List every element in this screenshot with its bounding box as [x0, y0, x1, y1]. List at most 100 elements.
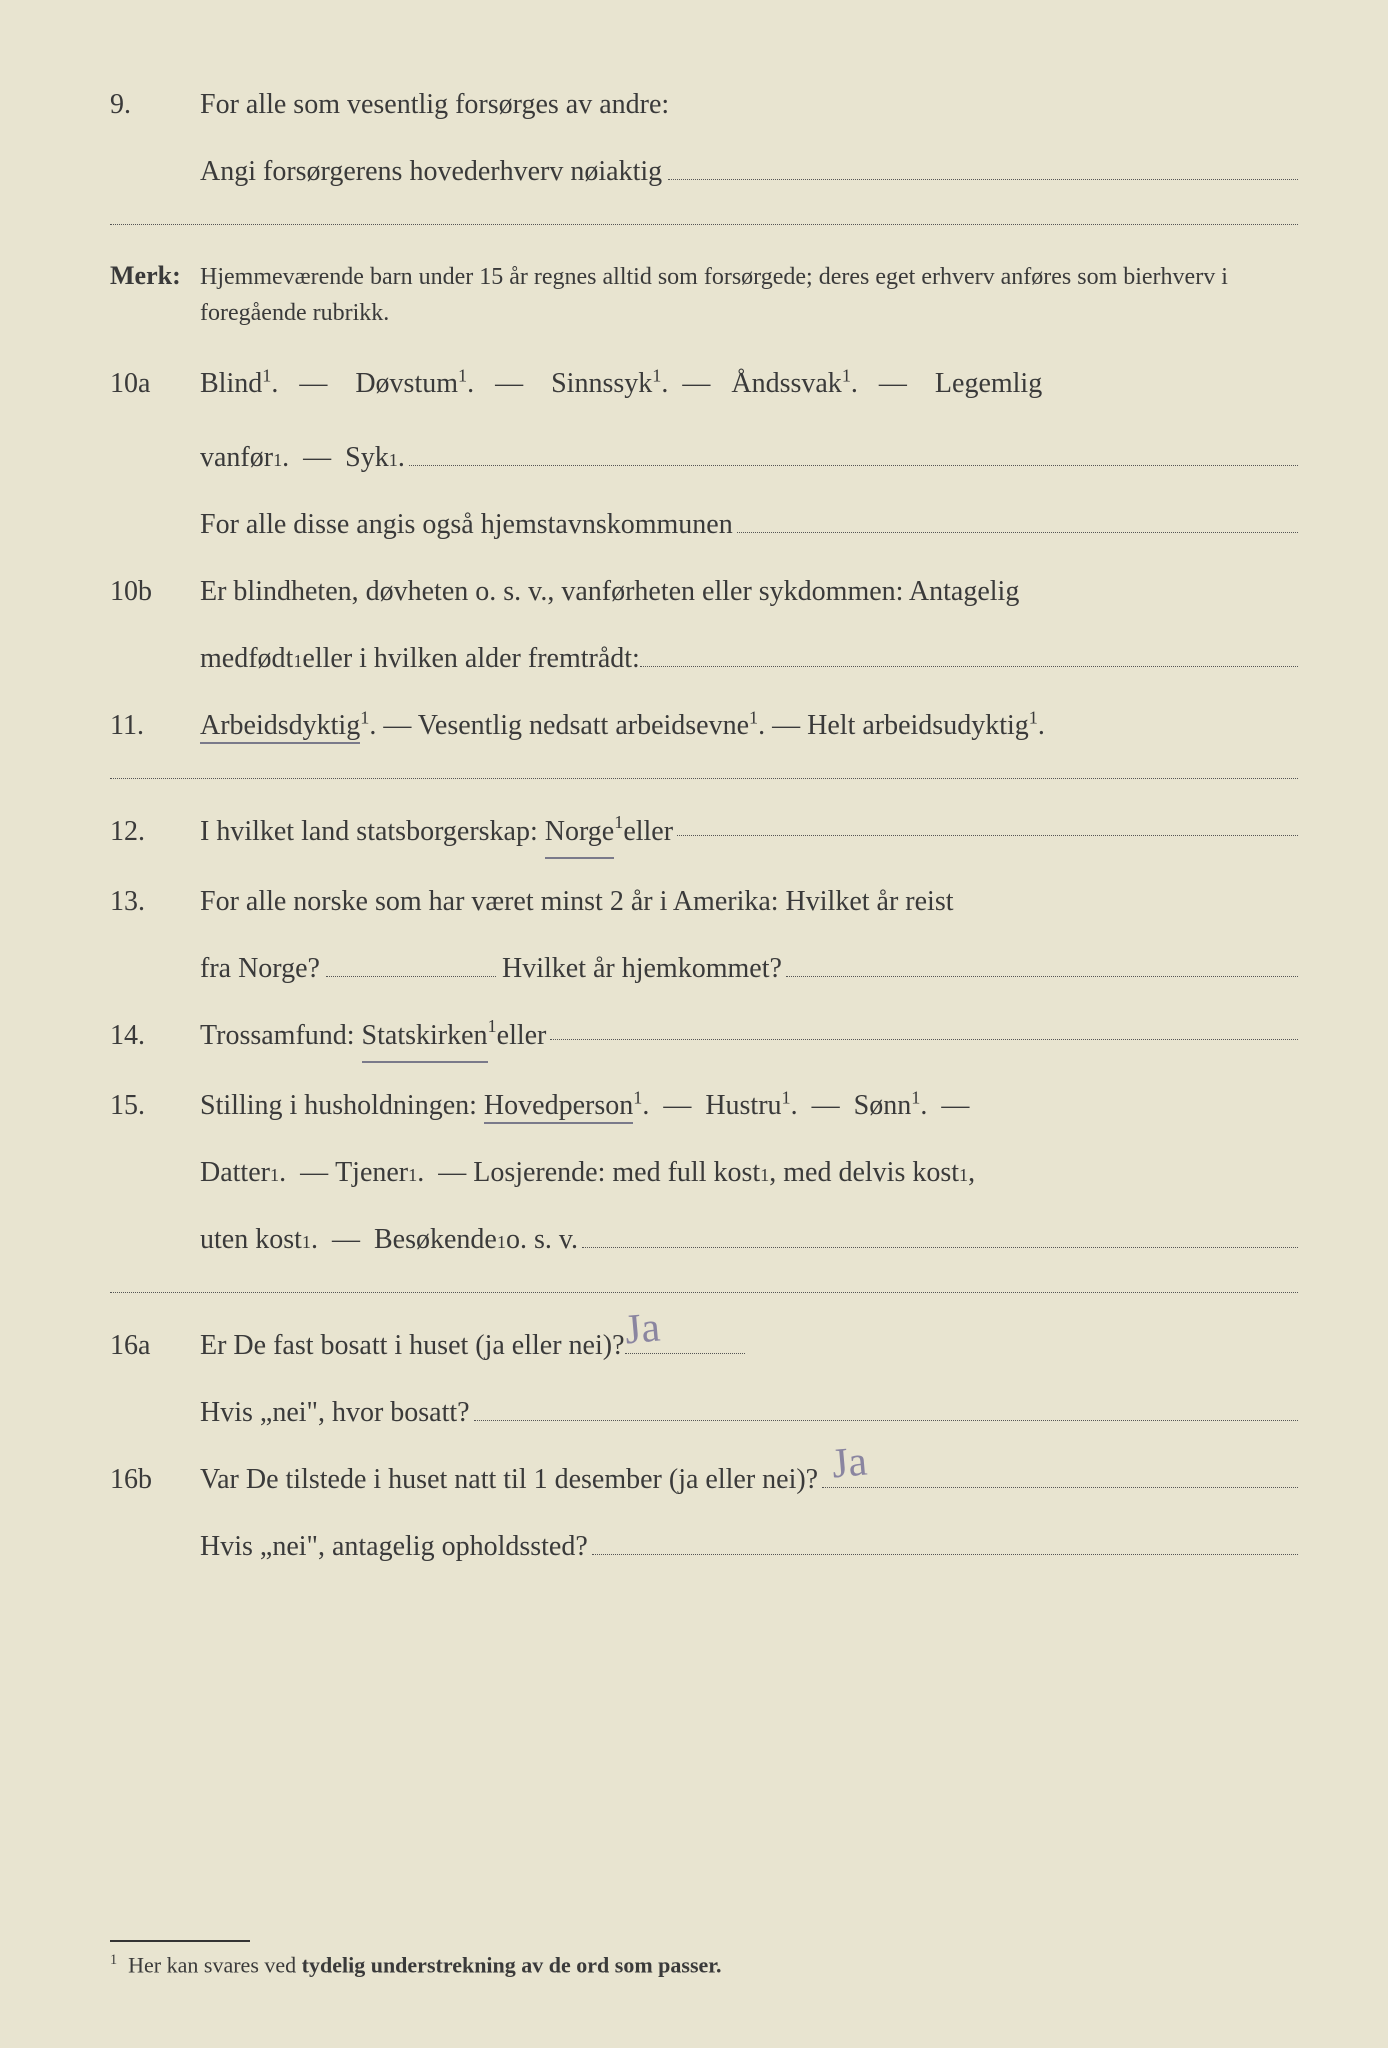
- q13-text2b: Hvilket år hjemkommet?: [502, 944, 782, 993]
- q12-opt1: Norge: [545, 807, 614, 859]
- question-12: 12. I hvilket land statsborgerskap: Norg…: [110, 807, 1298, 859]
- q15-text3: , med delvis kost: [769, 1148, 959, 1197]
- q13-line2: fra Norge? Hvilket år hjemkommet?: [200, 944, 1298, 993]
- q10a-line2: vanfør1. — Syk1.: [200, 433, 1298, 482]
- q9-fill[interactable]: [668, 151, 1298, 180]
- question-14: 14. Trossamfund: Statskirken1 eller: [110, 1011, 1298, 1063]
- q12-text1: I hvilket land statsborgerskap:: [200, 807, 538, 859]
- divider-3: [110, 1292, 1298, 1293]
- q11-opt1: Arbeidsdyktig: [200, 710, 360, 744]
- q11-number: 11.: [110, 701, 200, 750]
- q16b-text2: Hvis „nei", antagelig opholdssted?: [200, 1522, 588, 1571]
- q15-opt5: Tjener: [335, 1148, 408, 1197]
- question-15: 15. Stilling i husholdningen: Hovedperso…: [110, 1081, 1298, 1130]
- q16a-fill2[interactable]: [474, 1392, 1298, 1421]
- q15-number: 15.: [110, 1081, 200, 1130]
- footnote: 1 Her kan svares ved tydelig understrekn…: [110, 1952, 1298, 1978]
- q16b-content: Var De tilstede i huset natt til 1 desem…: [200, 1455, 1298, 1504]
- q10b-number: 10b: [110, 567, 200, 616]
- q10a-fill1[interactable]: [409, 437, 1298, 466]
- q15-opt3: Sønn: [854, 1090, 912, 1121]
- q11-content: Arbeidsdyktig1. — Vesentlig nedsatt arbe…: [200, 701, 1298, 750]
- q10a-content: Blind1. — Døvstum1. — Sinnssyk1. — Åndss…: [200, 353, 1298, 415]
- q16b-fill1[interactable]: Ja: [822, 1459, 1298, 1488]
- q15-text2: Losjerende: med full kost: [473, 1148, 760, 1197]
- q10a-opt7: Syk: [345, 433, 389, 482]
- q14-text2: eller: [497, 1011, 547, 1063]
- q16a-line2: Hvis „nei", hvor bosatt?: [200, 1388, 1298, 1437]
- q14-opt1: Statskirken: [362, 1011, 488, 1063]
- q10a-opt3: Sinnssyk: [551, 368, 652, 399]
- footnote-bold: tydelig understrekning av de ord som pas…: [302, 1952, 722, 1977]
- q16b-fill2[interactable]: [592, 1526, 1298, 1555]
- q14-number: 14.: [110, 1011, 200, 1060]
- q11-mid: — Vesentlig nedsatt arbeidsevne: [383, 710, 749, 741]
- q13-fill1[interactable]: [326, 948, 496, 977]
- q14-text1: Trossamfund:: [200, 1011, 355, 1063]
- q12-content: I hvilket land statsborgerskap: Norge1 e…: [200, 807, 1298, 859]
- q10b-fill[interactable]: [640, 638, 1298, 667]
- q13-text2a: fra Norge?: [200, 944, 320, 993]
- q10a-line3-row: For alle disse angis også hjemstavnskomm…: [200, 500, 1298, 549]
- q15-text5: o. s. v.: [506, 1215, 578, 1264]
- q16b-line2: Hvis „nei", antagelig opholdssted?: [200, 1522, 1298, 1571]
- q16b-number: 16b: [110, 1455, 200, 1504]
- question-16b: 16b Var De tilstede i huset natt til 1 d…: [110, 1455, 1298, 1504]
- merk-label: Merk:: [110, 253, 200, 299]
- q14-fill[interactable]: [550, 1011, 1298, 1040]
- q13-number: 13.: [110, 877, 200, 926]
- q13-fill2[interactable]: [786, 948, 1298, 977]
- q11-end: — Helt arbeidsudyktig: [772, 710, 1029, 741]
- q10a-opt5: Legemlig: [935, 368, 1042, 399]
- q16a-text2: Hvis „nei", hvor bosatt?: [200, 1388, 470, 1437]
- q16b-text1: Var De tilstede i huset natt til 1 desem…: [200, 1455, 818, 1504]
- q16a-number: 16a: [110, 1321, 200, 1370]
- merk-row: Merk: Hjemmeværende barn under 15 år reg…: [110, 253, 1298, 331]
- question-10a: 10a Blind1. — Døvstum1. — Sinnssyk1. — Å…: [110, 353, 1298, 415]
- q15-text1: Stilling i husholdningen:: [200, 1090, 484, 1121]
- q10a-opt2: Døvstum: [355, 368, 458, 399]
- question-11: 11. Arbeidsdyktig1. — Vesentlig nedsatt …: [110, 701, 1298, 750]
- q12-fill[interactable]: [677, 807, 1298, 836]
- q13-text1: For alle norske som har været minst 2 år…: [200, 877, 1298, 926]
- question-10b: 10b Er blindheten, døvheten o. s. v., va…: [110, 567, 1298, 616]
- q15-text4: uten kost: [200, 1215, 302, 1264]
- q12-text2: eller: [623, 807, 673, 859]
- q15-line3: uten kost1. — Besøkende1 o. s. v.: [200, 1215, 1298, 1264]
- q16a-text1: Er De fast bosatt i huset (ja eller nei)…: [200, 1321, 625, 1370]
- question-13: 13. For alle norske som har været minst …: [110, 877, 1298, 926]
- footnote-marker: 1: [110, 1952, 117, 1968]
- q14-content: Trossamfund: Statskirken1 eller: [200, 1011, 1298, 1063]
- census-form-page: 9. For alle som vesentlig forsørges av a…: [0, 0, 1388, 2048]
- q15-line2: Datter1. — Tjener1. — Losjerende: med fu…: [200, 1148, 1298, 1197]
- q16a-answer: Ja: [621, 1291, 662, 1367]
- divider-1: [110, 224, 1298, 225]
- q9-line1: For alle som vesentlig forsørges av andr…: [200, 80, 1298, 129]
- q10a-line3: For alle disse angis også hjemstavnskomm…: [200, 500, 733, 549]
- q15-opt6: Besøkende: [374, 1215, 497, 1264]
- q9-line2-row: Angi forsørgerens hovederhverv nøiaktig: [200, 147, 1298, 196]
- footnote-section: 1 Her kan svares ved tydelig understrekn…: [110, 1940, 1298, 1978]
- q15-line1: Stilling i husholdningen: Hovedperson1. …: [200, 1081, 1298, 1130]
- q16a-content: Er De fast bosatt i huset (ja eller nei)…: [200, 1321, 1298, 1370]
- q16a-fill1[interactable]: Ja: [625, 1325, 745, 1354]
- merk-text: Hjemmeværende barn under 15 år regnes al…: [200, 259, 1298, 331]
- q10b-text2b: eller i hvilken alder fremtrådt:: [302, 634, 639, 683]
- divider-2: [110, 778, 1298, 779]
- q10a-opt6: vanfør: [200, 433, 273, 482]
- q15-opt2: Hustru: [705, 1090, 781, 1121]
- q9-line2: Angi forsørgerens hovederhverv nøiaktig: [200, 147, 662, 196]
- q9-number: 9.: [110, 80, 200, 129]
- q12-number: 12.: [110, 807, 200, 856]
- question-16a: 16a Er De fast bosatt i huset (ja eller …: [110, 1321, 1298, 1370]
- q10a-fill2[interactable]: [737, 504, 1298, 533]
- q15-fill[interactable]: [582, 1219, 1298, 1248]
- q10a-opt1: Blind: [200, 368, 262, 399]
- q10a-opt4: Åndssvak: [731, 368, 841, 399]
- q16b-answer: Ja: [829, 1425, 870, 1501]
- q10b-text1: Er blindheten, døvheten o. s. v., vanfør…: [200, 567, 1298, 616]
- q15-opt1: Hovedperson: [484, 1090, 633, 1124]
- q10b-line2: medfødt1 eller i hvilken alder fremtrådt…: [200, 634, 1298, 683]
- q10b-text2a: medfødt: [200, 634, 293, 683]
- footnote-text: Her kan svares ved: [128, 1952, 302, 1977]
